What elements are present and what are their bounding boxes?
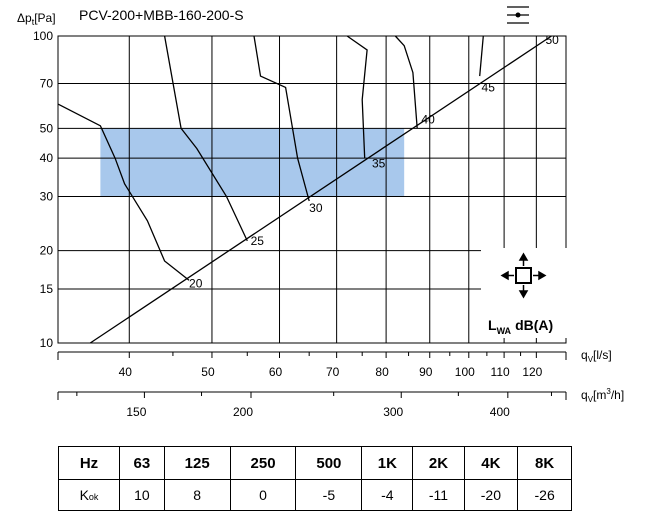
- x-tick-ls-100: 100: [455, 365, 475, 379]
- x-tick-ls-120: 120: [522, 365, 542, 379]
- y-tick-30: 30: [40, 190, 54, 204]
- x-tick-m3h-400: 400: [490, 405, 510, 419]
- isoline-25: [163, 35, 248, 242]
- y-tick-10: 10: [40, 336, 54, 350]
- kok-freq-1K: 1K: [361, 446, 414, 480]
- kok-freq-250: 250: [229, 446, 297, 480]
- lwa-legend-box: LWA dB(A): [481, 248, 571, 338]
- isoline-label-20: 20: [189, 277, 203, 291]
- kok-value-500: -5: [295, 479, 363, 511]
- kok-row-label: Kok: [58, 479, 120, 511]
- hz-header: Hz: [58, 446, 120, 480]
- x-tick-m3h-150: 150: [126, 405, 146, 419]
- isoline-label-35: 35: [372, 156, 386, 170]
- isoline-20: [57, 103, 190, 281]
- chart-title: PCV-200+MBB-160-200-S: [79, 7, 244, 23]
- legend-toggle-icon[interactable]: [507, 6, 529, 24]
- x-tick-ls-70: 70: [326, 365, 340, 379]
- kok-value-8K: -26: [517, 479, 572, 511]
- x-axis-label-ls: qV[l/s]: [581, 348, 612, 364]
- kok-value-4K: -20: [463, 479, 519, 511]
- isoline-label-30: 30: [309, 201, 323, 215]
- y-tick-20: 20: [40, 244, 54, 258]
- y-tick-40: 40: [40, 151, 54, 165]
- four-way-arrows-icon: [500, 252, 547, 299]
- outlet-square-icon: [515, 267, 532, 284]
- isoline-30: [253, 35, 310, 202]
- x-tick-ls-60: 60: [269, 365, 283, 379]
- x-tick-ls-90: 90: [419, 365, 433, 379]
- x-tick-ls-110: 110: [491, 365, 510, 379]
- pressure-flow-chart: 10 15 20 30 40 50 70 100 40 50 60 70 80 90 100 110 120 15…: [17, 6, 624, 419]
- isoline-label-45: 45: [482, 80, 496, 94]
- lwa-label: LWA dB(A): [488, 317, 553, 336]
- grid-layer: [57, 35, 567, 400]
- x-tick-ls-80: 80: [375, 365, 389, 379]
- operating-region: [100, 128, 405, 197]
- kok-header-row: Hz 63 125 250 500 1K 2K 4K 8K: [58, 446, 572, 480]
- x-tick-ls-50: 50: [201, 365, 215, 379]
- isoline-label-25: 25: [251, 234, 265, 248]
- y-tick-100: 100: [33, 29, 53, 43]
- kok-correction-table: Hz 63 125 250 500 1K 2K 4K 8K Kok 10 8 0 -5 -4 -11 -2…: [58, 446, 572, 511]
- kok-value-63: 10: [119, 479, 165, 511]
- kok-freq-8K: 8K: [517, 446, 572, 480]
- kok-freq-500: 500: [295, 446, 363, 480]
- x-tick-m3h-300: 300: [383, 405, 403, 419]
- kok-freq-63: 63: [119, 446, 165, 480]
- label-layer: 10 15 20 30 40 50 70 100 40 50 60 70 80 90 100 110 120 15…: [33, 29, 559, 419]
- isoline-45: [479, 35, 484, 77]
- y-tick-50: 50: [40, 121, 54, 135]
- isoline-layer: [57, 35, 552, 344]
- plot-frame: [57, 35, 567, 344]
- isoline-label-40: 40: [421, 112, 435, 126]
- x-tick-ls-40: 40: [119, 365, 133, 379]
- system-diagonal-line: [89, 35, 552, 344]
- operating-region-layer: [100, 128, 405, 197]
- kok-value-250: 0: [229, 479, 297, 511]
- kok-value-1K: -4: [361, 479, 414, 511]
- isoline-label-50: 50: [545, 33, 559, 47]
- x-tick-m3h-200: 200: [233, 405, 253, 419]
- kok-value-row: Kok 10 8 0 -5 -4 -11 -20 -26: [58, 479, 572, 511]
- x-axis-label-m3h: qV[m3/h]: [581, 387, 624, 404]
- kok-freq-125: 125: [163, 446, 231, 480]
- kok-freq-4K: 4K: [463, 446, 519, 480]
- y-tick-15: 15: [40, 282, 54, 296]
- y-tick-70: 70: [40, 77, 54, 91]
- y-axis-label: Δpt[Pa]: [17, 11, 56, 27]
- isoline-35: [346, 35, 368, 159]
- kok-freq-2K: 2K: [412, 446, 465, 480]
- kok-value-125: 8: [163, 479, 231, 511]
- kok-value-2K: -11: [412, 479, 465, 511]
- isoline-40: [394, 35, 418, 129]
